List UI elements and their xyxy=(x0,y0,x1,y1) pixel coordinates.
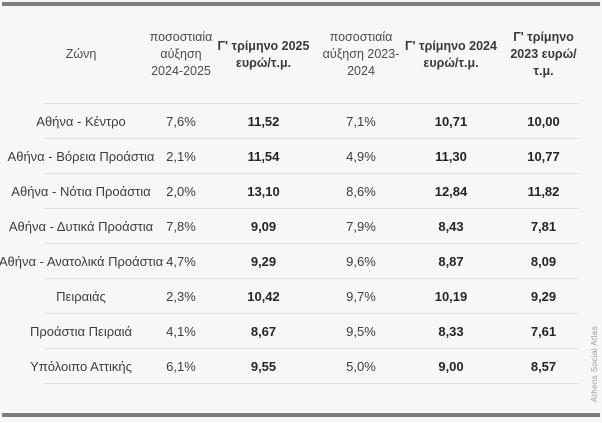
zone-cell: Προάστια Πειραιά xyxy=(29,323,133,339)
q3-2023-cell: 11,82 xyxy=(527,183,560,199)
q3-2023-cell: 10,77 xyxy=(527,148,560,164)
pct-2024-2025-cell: 4,1% xyxy=(166,323,196,339)
zone-cell: Αθήνα - Νότια Προάστια xyxy=(11,183,151,199)
table-row-athens-west-suburbs: Αθήνα - Δυτικά Προάστια 7,8% 9,09 7,9% 8… xyxy=(6,209,586,243)
q3-2024-cell: 11,30 xyxy=(435,148,467,164)
column-header-zone-label: Ζώνη xyxy=(65,47,97,62)
column-header-q3-2024-label: Γ' τρίμηνο 2024 ευρώ/τ.μ. xyxy=(405,38,497,70)
pct-2024-2025-cell: 4,7% xyxy=(166,253,196,269)
column-header-q3-2024: Γ' τρίμηνο 2024 ευρώ/τ.μ. xyxy=(401,38,501,72)
q3-2025-cell: 11,52 xyxy=(247,113,280,129)
pct-2023-2024-cell: 9,5% xyxy=(346,323,376,339)
row-separator xyxy=(45,103,578,104)
q3-2023-cell: 8,57 xyxy=(530,358,557,374)
q3-2024-cell: 8,87 xyxy=(438,253,464,269)
q3-2025-cell: 9,29 xyxy=(250,253,277,269)
pct-2024-2025-cell: 2,3% xyxy=(166,288,196,304)
q3-2025-cell: 9,55 xyxy=(250,358,277,374)
q3-2023-cell: 7,81 xyxy=(530,218,557,234)
column-header-q3-2023: Γ' τρίμηνο 2023 ευρώ/τ.μ. xyxy=(501,29,586,80)
q3-2025-cell: 11,54 xyxy=(247,148,280,164)
row-separator xyxy=(45,208,578,209)
pct-2024-2025-cell: 7,8% xyxy=(166,218,196,234)
column-header-pct-2023-2024: ποσοστιαία αύξηση 2023-2024 xyxy=(321,29,401,80)
row-separator xyxy=(45,348,578,349)
column-header-q3-2023-label: Γ' τρίμηνο 2023 ευρώ/τ.μ. xyxy=(510,30,577,78)
table-row-athens-east-suburbs: Αθήνα - Ανατολικά Προάστια 4,7% 9,29 9,6… xyxy=(0,244,586,278)
pct-2023-2024-cell: 9,6% xyxy=(346,253,376,269)
zone-cell: Πειραιάς xyxy=(56,288,106,304)
q3-2024-cell: 10,19 xyxy=(434,288,468,304)
column-header-pct-2024-2025-label: ποσοστιαία αύξηση 2024-2025 xyxy=(149,30,213,78)
zone-cell: Αθήνα - Βόρεια Προάστια xyxy=(7,148,155,164)
table-header-row: Ζώνη ποσοστιαία αύξηση 2024-2025 Γ' τρίμ… xyxy=(6,6,586,103)
column-header-q3-2025-label: Γ' τρίμηνο 2025 ευρώ/τ.μ. xyxy=(217,38,310,70)
zone-cell: Υπόλοιπο Αττικής xyxy=(30,358,132,374)
q3-2024-cell: 9,00 xyxy=(438,358,464,374)
row-separator xyxy=(45,173,578,174)
row-separator xyxy=(45,383,578,384)
row-separator xyxy=(45,243,578,244)
pct-2023-2024-cell: 4,9% xyxy=(346,148,376,164)
column-header-zone: Ζώνη xyxy=(6,46,156,63)
q3-2023-cell: 9,29 xyxy=(530,288,557,304)
column-header-pct-2024-2025: ποσοστιαία αύξηση 2024-2025 xyxy=(150,29,213,80)
pct-2023-2024-cell: 5,0% xyxy=(346,358,376,374)
pct-2023-2024-cell: 7,1% xyxy=(346,113,376,129)
column-header-pct-2023-2024-label: ποσοστιαία αύξηση 2023-2024 xyxy=(322,30,400,78)
pct-2024-2025-cell: 7,6% xyxy=(166,113,196,129)
pct-2024-2025-cell: 2,1% xyxy=(166,148,196,164)
q3-2024-cell: 12,84 xyxy=(434,183,468,199)
q3-2025-cell: 9,09 xyxy=(250,218,277,234)
zone-cell: Αθήνα - Δυτικά Προάστια xyxy=(8,218,154,234)
bottom-border-bar xyxy=(2,413,600,417)
table-row-athens-north-suburbs: Αθήνα - Βόρεια Προάστια 2,1% 11,54 4,9% … xyxy=(6,139,586,173)
q3-2024-cell: 10,71 xyxy=(434,113,468,129)
row-separator xyxy=(45,313,578,314)
zone-cell: Αθήνα - Κέντρο xyxy=(36,113,126,129)
q3-2024-cell: 8,33 xyxy=(438,323,464,339)
pct-2024-2025-cell: 6,1% xyxy=(166,358,196,374)
table-row-athens-center: Αθήνα - Κέντρο 7,6% 11,52 7,1% 10,71 10,… xyxy=(6,104,586,138)
table-row-athens-south-suburbs: Αθήνα - Νότια Προάστια 2,0% 13,10 8,6% 1… xyxy=(6,174,586,208)
table-row-rest-of-attica: Υπόλοιπο Αττικής 6,1% 9,55 5,0% 9,00 8,5… xyxy=(6,349,586,383)
q3-2023-cell: 8,09 xyxy=(530,253,557,269)
pct-2023-2024-cell: 7,9% xyxy=(346,218,376,234)
column-header-q3-2025: Γ' τρίμηνο 2025 ευρώ/τ.μ. xyxy=(206,38,321,72)
row-separator xyxy=(45,138,578,139)
q3-2025-cell: 13,10 xyxy=(247,183,280,199)
pct-2023-2024-cell: 8,6% xyxy=(346,183,376,199)
q3-2023-cell: 10,00 xyxy=(527,113,560,129)
q3-2024-cell: 8,43 xyxy=(438,218,464,234)
watermark-athens-social-atlas: Athens Social Atlas xyxy=(590,325,599,402)
top-border-bar xyxy=(2,2,600,6)
q3-2025-cell: 8,67 xyxy=(250,323,277,339)
pct-2024-2025-cell: 2,0% xyxy=(166,183,196,199)
row-separator xyxy=(45,278,578,279)
q3-2025-cell: 10,42 xyxy=(247,288,280,304)
q3-2023-cell: 7,61 xyxy=(530,323,557,339)
price-table: Ζώνη ποσοστιαία αύξηση 2024-2025 Γ' τρίμ… xyxy=(0,6,586,384)
zone-cell: Αθήνα - Ανατολικά Προάστια xyxy=(0,253,164,269)
table-row-piraeus: Πειραιάς 2,3% 10,42 9,7% 10,19 9,29 xyxy=(6,279,586,313)
table-row-piraeus-suburbs: Προάστια Πειραιά 4,1% 8,67 9,5% 8,33 7,6… xyxy=(6,314,586,348)
pct-2023-2024-cell: 9,7% xyxy=(346,288,376,304)
